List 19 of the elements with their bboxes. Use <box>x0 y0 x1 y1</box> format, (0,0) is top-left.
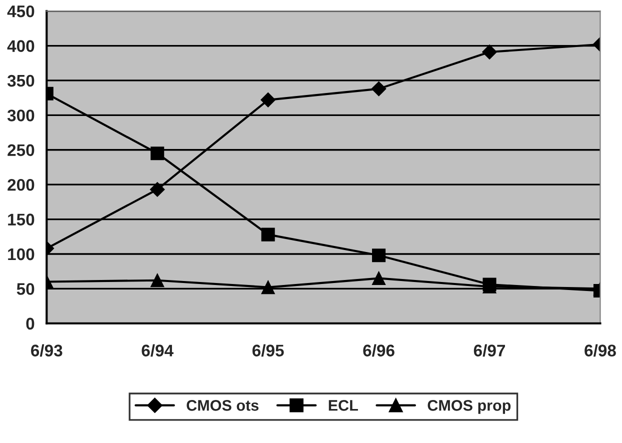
y-tick-label: 250 <box>8 144 34 156</box>
x-tick-label: 6/95 <box>252 344 284 357</box>
y-tick-label: 450 <box>7 5 34 18</box>
y-tick-label: 0 <box>26 318 34 330</box>
y-tick-label: 150 <box>8 214 34 226</box>
x-tick-label: 6/96 <box>363 344 394 357</box>
x-tick-label: 6/94 <box>142 344 174 357</box>
legend-label: CMOS ots <box>186 400 258 411</box>
y-tick-label: 350 <box>7 74 34 87</box>
y-tick-label: 300 <box>7 110 34 122</box>
y-tick-label: 50 <box>16 283 34 295</box>
y-tick-label: 100 <box>8 248 34 260</box>
y-tick-label: 400 <box>7 40 34 52</box>
x-tick-label: 6/97 <box>474 344 505 357</box>
x-tick-label: 6/98 <box>584 344 616 357</box>
y-tick-label: 200 <box>8 178 34 191</box>
legend-label: CMOS prop <box>428 400 511 414</box>
legend-label: ECL <box>328 400 358 411</box>
x-tick-label: 6/93 <box>31 344 62 357</box>
